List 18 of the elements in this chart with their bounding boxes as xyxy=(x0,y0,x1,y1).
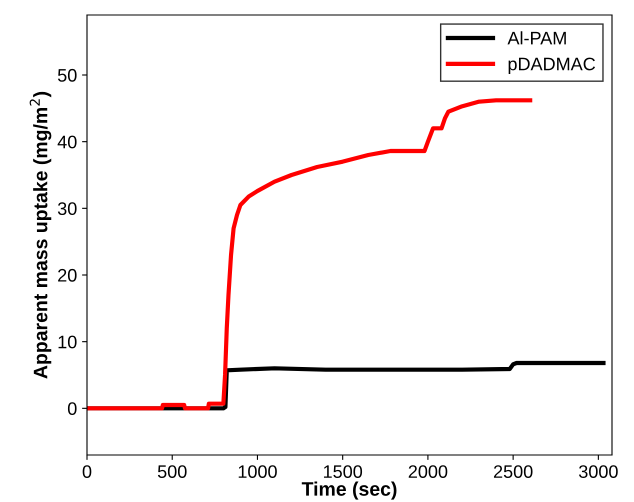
y-tick-label: 0 xyxy=(68,402,77,416)
x-tick-label: 500 xyxy=(158,465,187,478)
y-tick-label: 10 xyxy=(58,336,77,348)
line-series xyxy=(87,98,532,410)
x-tick-label: 1000 xyxy=(238,465,277,478)
y-tick-label: 20 xyxy=(58,268,77,282)
y-tick-label: 50 xyxy=(58,68,77,82)
x-tick-label: 2000 xyxy=(408,465,448,478)
x-tick-label: 0 xyxy=(82,465,92,478)
legend-label: Al-PAM xyxy=(508,31,566,44)
y-axis-title: Apparent mass uptake (mg/m$^{2}$) xyxy=(30,92,52,379)
y-tick-label: 40 xyxy=(58,136,77,148)
x-tick-label: 3000 xyxy=(578,465,618,478)
x-tick-label: 1500 xyxy=(324,465,362,478)
x-axis-title: Time (sec) xyxy=(302,482,396,500)
y-tick-label: 30 xyxy=(58,202,77,216)
legend-label: pDADMAC xyxy=(508,58,596,74)
x-tick-label: 2500 xyxy=(494,465,533,478)
